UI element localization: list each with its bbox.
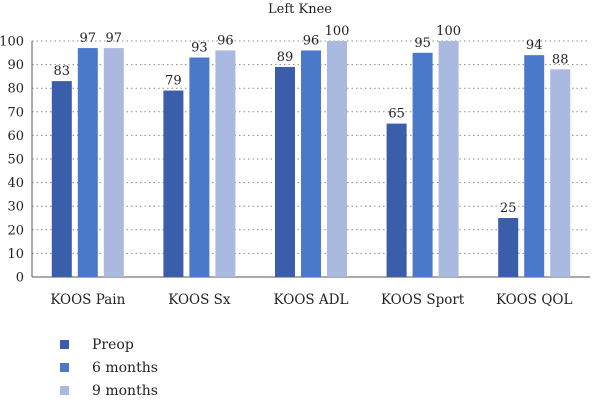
bar-preop — [275, 66, 295, 278]
bar-6-months — [189, 57, 210, 277]
y-tick-label: 100 — [0, 35, 24, 50]
x-tick-label: KOOS QOL — [496, 292, 573, 308]
data-label: 100 — [436, 24, 461, 39]
chart-title: Left Knee — [268, 2, 332, 17]
bar-6-months — [301, 50, 321, 277]
data-label: 89 — [277, 50, 294, 65]
data-label: 79 — [165, 74, 182, 89]
data-label: 96 — [217, 33, 234, 48]
legend: Preop 6 months 9 months — [60, 333, 158, 402]
data-label: 95 — [414, 36, 431, 51]
bar-9-months — [438, 41, 459, 277]
x-tick-label: KOOS Sport — [381, 292, 465, 308]
bar-6-months — [524, 55, 545, 277]
data-label: 88 — [552, 52, 569, 67]
bar-9-months — [550, 69, 571, 277]
bar-preop — [51, 81, 72, 278]
data-label: 25 — [500, 201, 517, 216]
data-label: 94 — [526, 38, 543, 53]
y-tick-label: 60 — [7, 129, 24, 144]
bars — [51, 41, 571, 278]
data-label: 65 — [388, 107, 405, 122]
y-tick-label: 70 — [7, 105, 24, 120]
legend-swatch — [60, 363, 69, 372]
x-tick-label: KOOS ADL — [274, 292, 349, 308]
legend-item: 6 months — [60, 356, 158, 379]
y-tick-label: 80 — [7, 82, 24, 97]
y-tick-label: 40 — [7, 176, 24, 191]
legend-item: 9 months — [60, 379, 158, 402]
legend-swatch — [60, 340, 69, 349]
bar-6-months — [412, 52, 433, 277]
bar-preop — [498, 218, 519, 277]
y-tick-label: 20 — [7, 223, 24, 238]
y-tick-label: 0 — [16, 271, 24, 286]
data-label: 93 — [191, 41, 208, 56]
y-tick-label: 30 — [7, 200, 24, 215]
bar-6-months — [77, 48, 98, 277]
data-label: 83 — [54, 64, 71, 79]
y-tick-label: 10 — [7, 247, 24, 262]
bar-9-months — [327, 41, 347, 277]
y-axis: 0 10 20 30 40 50 60 70 80 90 100 — [0, 35, 590, 286]
bar-9-months — [215, 50, 236, 277]
legend-item: Preop — [60, 333, 158, 356]
x-tick-label: KOOS Pain — [50, 292, 125, 308]
bar-preop — [163, 90, 184, 277]
bar-9-months — [103, 48, 124, 277]
legend-swatch — [60, 386, 69, 395]
x-tick-label: KOOS Sx — [168, 292, 231, 308]
y-tick-label: 50 — [7, 153, 24, 168]
legend-label: Preop — [92, 336, 134, 353]
data-label: 97 — [106, 31, 123, 46]
data-labels: 83 97 97 79 93 96 89 96 100 65 95 100 25 94 88 — [54, 24, 569, 216]
data-label: 100 — [325, 24, 350, 39]
legend-label: 9 months — [92, 382, 158, 399]
bar-preop — [386, 123, 407, 277]
y-tick-label: 90 — [7, 58, 24, 73]
x-axis: KOOS Pain KOOS Sx KOOS ADL KOOS Sport KOOS Q… — [50, 292, 572, 308]
data-label: 96 — [303, 33, 320, 48]
data-label: 97 — [80, 31, 97, 46]
legend-label: 6 months — [92, 359, 158, 376]
